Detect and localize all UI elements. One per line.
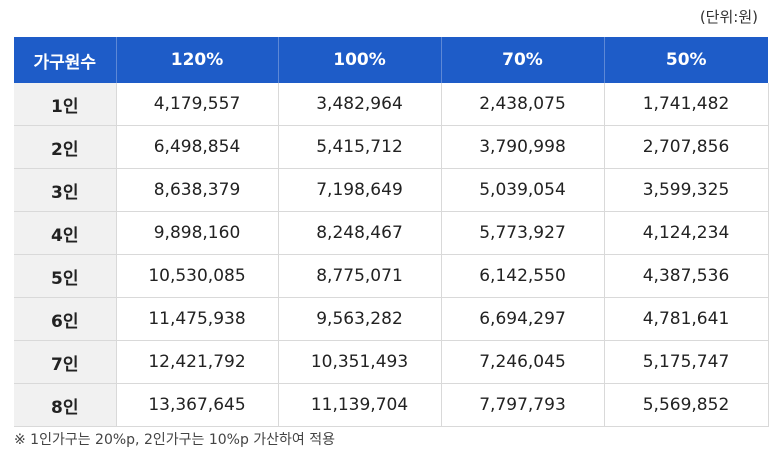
table-cell: 7,198,649 xyxy=(277,168,441,212)
table-cell: 10,351,493 xyxy=(277,340,441,384)
table-cell: 5,175,747 xyxy=(603,340,769,384)
table-cell: 9,563,282 xyxy=(277,297,441,341)
table-cell: 10,530,085 xyxy=(115,254,278,298)
table-header: 가구원수 120% 100% 70% 50% xyxy=(14,37,768,83)
table-cell: 11,139,704 xyxy=(277,383,441,427)
table-cell: 6,142,550 xyxy=(440,254,604,298)
header-120-percent: 120% xyxy=(115,37,278,83)
header-100-percent: 100% xyxy=(277,37,441,83)
table-cell: 3,790,998 xyxy=(440,125,604,169)
header-row: 가구원수 120% 100% 70% 50% xyxy=(14,37,768,83)
header-50-percent: 50% xyxy=(603,37,768,83)
row-label: 8인 xyxy=(14,383,116,427)
table-row: 4인 9,898,160 8,248,467 5,773,927 4,124,2… xyxy=(14,211,769,255)
table-cell: 4,387,536 xyxy=(603,254,769,298)
table-cell: 13,367,645 xyxy=(115,383,278,427)
row-label: 4인 xyxy=(14,211,116,255)
table-cell: 5,415,712 xyxy=(277,125,441,169)
table-cell: 5,773,927 xyxy=(440,211,604,255)
table-cell: 12,421,792 xyxy=(115,340,278,384)
table-cell: 11,475,938 xyxy=(115,297,278,341)
table-cell: 4,781,641 xyxy=(603,297,769,341)
table-cell: 7,797,793 xyxy=(440,383,604,427)
table-cell: 4,179,557 xyxy=(115,83,278,126)
table-cell: 9,898,160 xyxy=(115,211,278,255)
table-row: 5인 10,530,085 8,775,071 6,142,550 4,387,… xyxy=(14,254,769,298)
table-row: 1인 4,179,557 3,482,964 2,438,075 1,741,4… xyxy=(14,83,769,126)
table-cell: 6,694,297 xyxy=(440,297,604,341)
table-row: 8인 13,367,645 11,139,704 7,797,793 5,569… xyxy=(14,383,769,427)
row-label: 1인 xyxy=(14,83,116,126)
table-cell: 3,482,964 xyxy=(277,83,441,126)
header-70-percent: 70% xyxy=(440,37,604,83)
row-label: 5인 xyxy=(14,254,116,298)
table-cell: 5,569,852 xyxy=(603,383,769,427)
header-household-size: 가구원수 xyxy=(14,37,116,83)
table-cell: 8,248,467 xyxy=(277,211,441,255)
table-cell: 4,124,234 xyxy=(603,211,769,255)
table-cell: 1,741,482 xyxy=(603,83,769,126)
table-cell: 2,438,075 xyxy=(440,83,604,126)
table-cell: 8,775,071 xyxy=(277,254,441,298)
row-label: 3인 xyxy=(14,168,116,212)
table-body: 1인 4,179,557 3,482,964 2,438,075 1,741,4… xyxy=(14,83,769,427)
row-label: 6인 xyxy=(14,297,116,341)
table-row: 7인 12,421,792 10,351,493 7,246,045 5,175… xyxy=(14,340,769,384)
table-row: 2인 6,498,854 5,415,712 3,790,998 2,707,8… xyxy=(14,125,769,169)
table-cell: 5,039,054 xyxy=(440,168,604,212)
table-cell: 2,707,856 xyxy=(603,125,769,169)
table-cell: 7,246,045 xyxy=(440,340,604,384)
table-cell: 8,638,379 xyxy=(115,168,278,212)
table-cell: 6,498,854 xyxy=(115,125,278,169)
income-table: 가구원수 120% 100% 70% 50% 1인 4,179,557 3,48… xyxy=(14,37,769,427)
row-label: 7인 xyxy=(14,340,116,384)
row-label: 2인 xyxy=(14,125,116,169)
footnote: ※ 1인가구는 20%p, 2인가구는 10%p 가산하여 적용 xyxy=(14,432,336,448)
table-row: 3인 8,638,379 7,198,649 5,039,054 3,599,3… xyxy=(14,168,769,212)
table-row: 6인 11,475,938 9,563,282 6,694,297 4,781,… xyxy=(14,297,769,341)
unit-label: (단위:원) xyxy=(699,8,758,26)
table-cell: 3,599,325 xyxy=(603,168,769,212)
